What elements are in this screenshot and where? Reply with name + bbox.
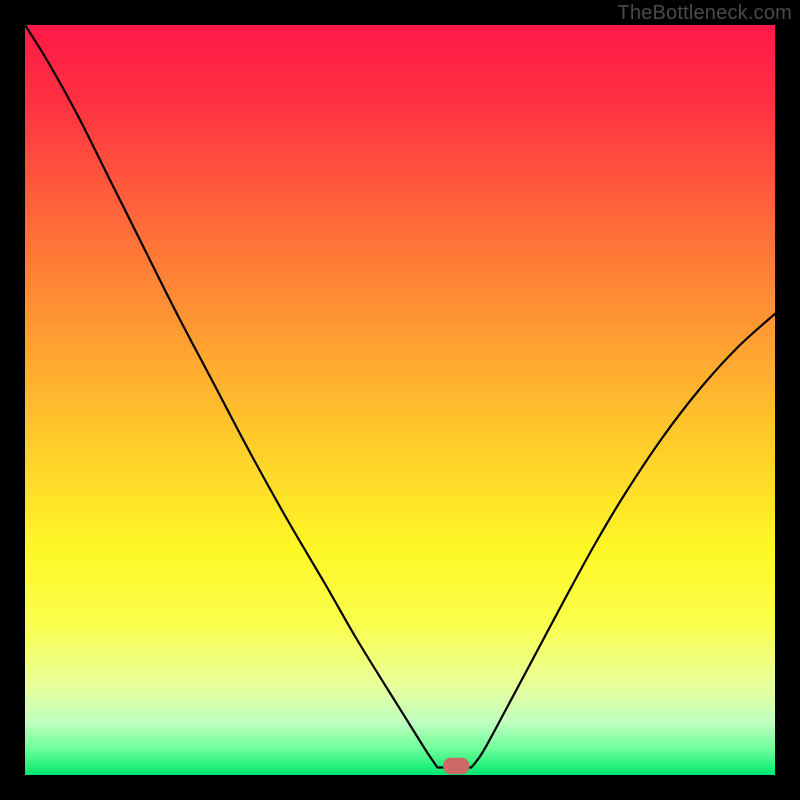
chart-svg	[25, 25, 775, 775]
gradient-background	[25, 25, 775, 775]
chart-frame: TheBottleneck.com	[0, 0, 800, 800]
plot-area	[25, 25, 775, 775]
watermark-text: TheBottleneck.com	[617, 2, 792, 25]
optimum-marker	[443, 758, 469, 775]
